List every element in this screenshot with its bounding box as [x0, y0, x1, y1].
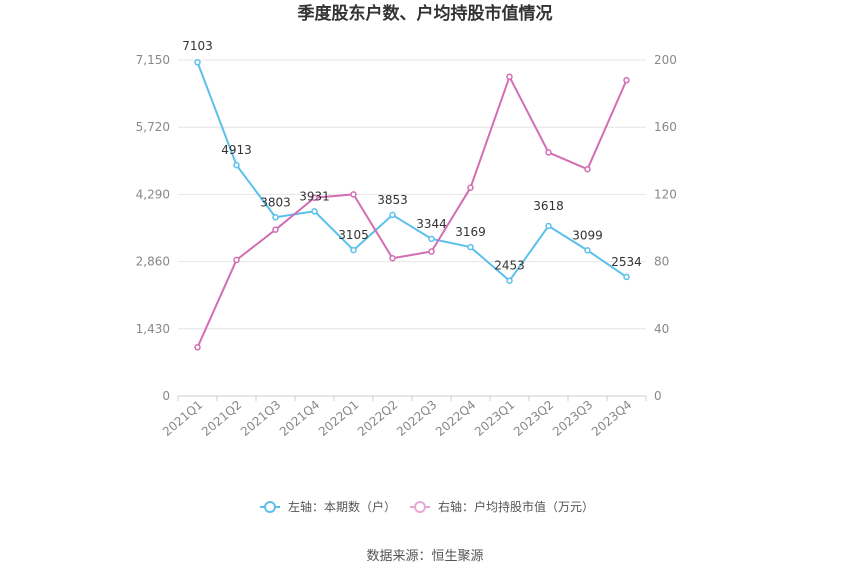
x-tick-label: 2023Q1 [472, 398, 517, 439]
y-right-tick-label: 40 [654, 322, 669, 336]
x-tick-label: 2022Q3 [394, 398, 439, 439]
series-0-point [428, 235, 435, 243]
data-label: 3169 [455, 225, 486, 239]
series-layer [194, 58, 630, 351]
y-right-tick-label: 200 [654, 53, 677, 67]
x-tick-label: 2021Q4 [277, 398, 322, 439]
series-0-point [584, 247, 591, 254]
data-label: 2534 [611, 255, 642, 269]
data-label: 3931 [299, 189, 330, 203]
series-0-point [467, 243, 474, 251]
series-0-point [194, 58, 201, 66]
y-left-tick-label: 5,720 [136, 120, 170, 134]
data-label: 3803 [260, 195, 291, 209]
series-1-point [272, 226, 279, 233]
series-0-point [623, 273, 630, 281]
legend: 左轴：本期数（户） 右轴：户均持股市值（万元） [260, 499, 594, 514]
y-left-tick-label: 1,430 [136, 322, 170, 336]
data-label: 3099 [572, 228, 603, 242]
series-1-point [311, 194, 318, 202]
data-label: 3853 [377, 193, 408, 207]
series-1-point [545, 149, 552, 156]
data-label: 3344 [416, 217, 447, 231]
y-right-tick-label: 120 [654, 187, 677, 201]
x-tick-label: 2023Q3 [550, 398, 595, 439]
series-line-0 [196, 61, 628, 282]
y-right-tick-label: 80 [654, 255, 669, 269]
legend-marker-dot [264, 501, 276, 513]
data-label: 7103 [182, 39, 213, 53]
series-1-point [350, 191, 357, 198]
y-left-tick-label: 4,290 [136, 187, 170, 201]
series-1-point [428, 248, 435, 255]
series-0-point [545, 222, 552, 230]
x-tick-label: 2021Q1 [160, 398, 205, 439]
series-0-point [272, 214, 279, 221]
legend-label: 右轴：户均持股市值（万元） [438, 499, 594, 514]
chart-title: 季度股东户数、户均持股市值情况 [298, 3, 553, 24]
series-1-point [233, 256, 240, 264]
data-label: 4913 [221, 143, 252, 157]
data-labels: 7103 4913 3803 3931 3105 3853 3344 3169 2453 3618… [182, 39, 642, 273]
data-label: 2453 [494, 259, 525, 273]
x-tick-label: 2023Q4 [589, 398, 634, 439]
x-tick-label: 2022Q1 [316, 398, 361, 439]
series-1-point [506, 73, 513, 81]
y-left-tick-label: 0 [162, 389, 170, 403]
x-tick-label: 2021Q2 [199, 398, 244, 439]
series-1-point [194, 344, 201, 351]
y-left-tick-label: 7,150 [136, 53, 170, 67]
data-label: 3105 [338, 228, 369, 242]
series-0-point [233, 161, 240, 169]
x-tick-label: 2022Q2 [355, 398, 400, 439]
data-label: 3618 [533, 199, 564, 213]
series-1-point [623, 76, 630, 84]
legend-label: 左轴：本期数（户） [288, 499, 396, 514]
y-left-tick-label: 2,860 [136, 255, 170, 269]
series-0-point [350, 246, 357, 254]
series-0-point [506, 277, 513, 284]
source-note: 数据来源：恒生聚源 [366, 549, 483, 564]
x-tick-label: 2022Q4 [433, 398, 478, 439]
series-1-point [467, 184, 474, 191]
x-tick-label: 2021Q3 [238, 398, 283, 439]
series-0-point [311, 208, 318, 215]
series-line-1 [196, 75, 628, 348]
legend-marker-dot [414, 501, 426, 513]
y-right-tick-label: 0 [654, 389, 662, 403]
x-tick-label: 2023Q2 [511, 398, 556, 439]
y-right-tick-label: 160 [654, 120, 677, 134]
series-1-point [584, 165, 591, 173]
series-1-point [389, 254, 396, 262]
series-0-point [389, 211, 396, 219]
